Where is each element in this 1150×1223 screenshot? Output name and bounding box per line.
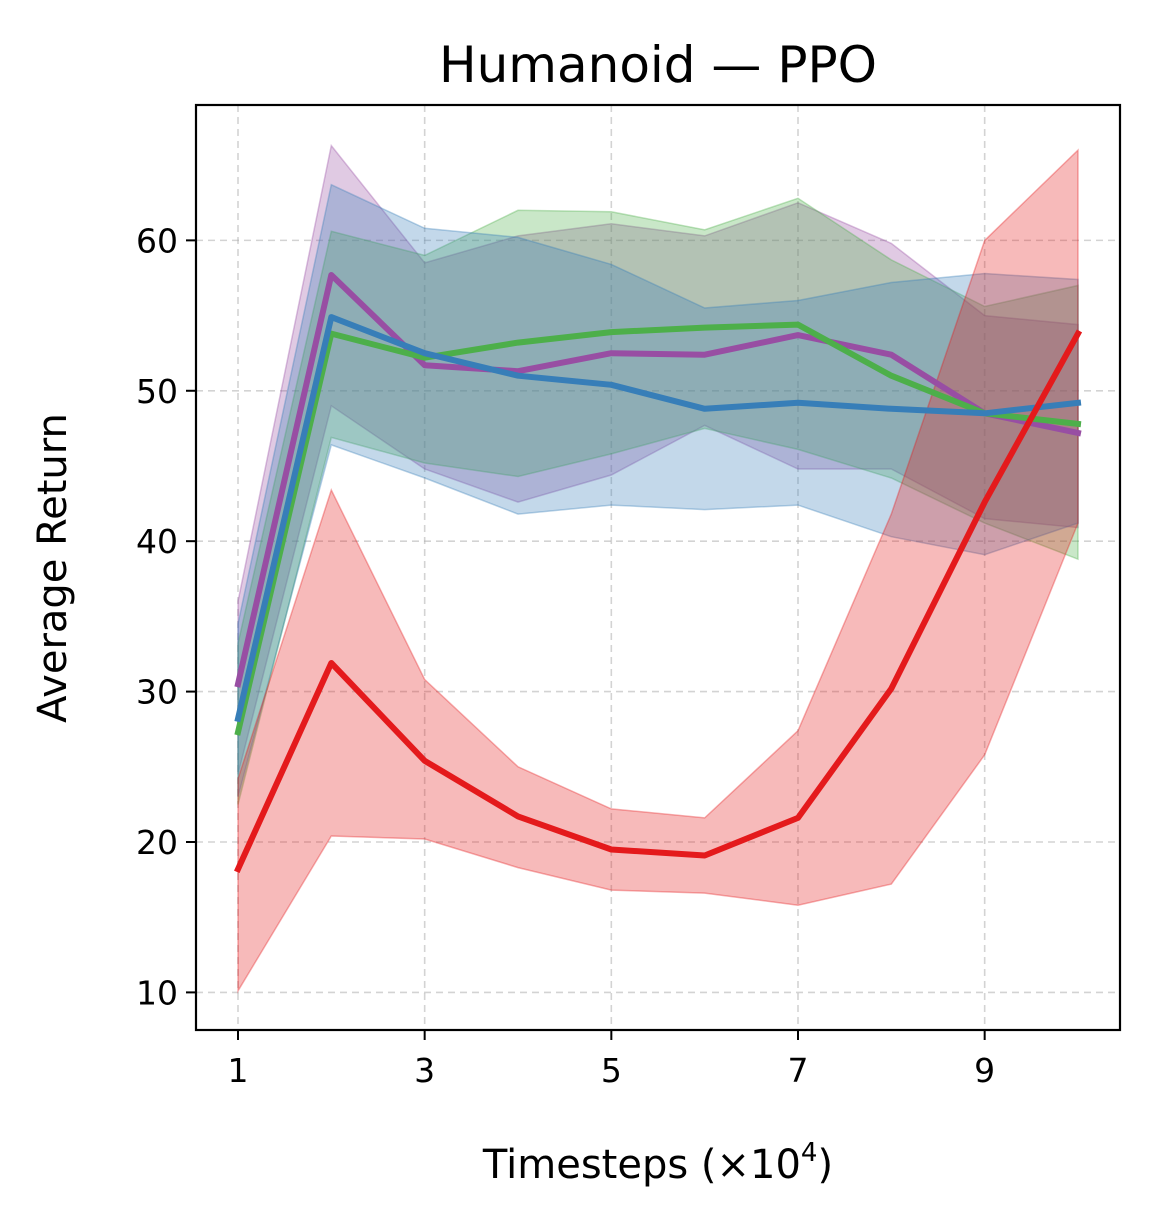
line-red — [234, 329, 1083, 874]
y-tick-label-50: 50 — [136, 372, 178, 411]
series-lines — [234, 272, 1083, 874]
x-tick-label-1: 1 — [228, 1051, 249, 1090]
x-axis-label-close: ) — [817, 1142, 833, 1188]
band-red — [237, 148, 1079, 994]
chart-title: Humanoid — PPO — [439, 36, 877, 94]
line-green — [234, 321, 1082, 736]
x-tick-label-5: 5 — [601, 1051, 622, 1090]
line-blue — [234, 314, 1082, 723]
x-axis-label-main: Timesteps (×10 — [482, 1142, 801, 1188]
x-tick-label-3: 3 — [414, 1051, 435, 1090]
band-blue — [237, 183, 1079, 798]
axis-ticks: 1 3 5 7 9 10 20 30 40 50 60 — [136, 221, 995, 1090]
y-tick-label-60: 60 — [136, 221, 178, 260]
y-tick-label-30: 30 — [136, 673, 178, 712]
y-tick-label-10: 10 — [136, 973, 178, 1012]
x-tick-label-9: 9 — [974, 1051, 995, 1090]
grid-layer — [196, 105, 1120, 1030]
y-axis-label: Average Return — [30, 413, 76, 723]
band-purple — [237, 143, 1079, 775]
line-purple — [234, 272, 1082, 688]
y-tick-label-20: 20 — [136, 823, 178, 862]
x-axis-label-superscript: 4 — [801, 1138, 818, 1168]
x-axis-label: Timesteps (×104) — [482, 1138, 833, 1188]
plot-frame — [194, 103, 1122, 1032]
y-tick-label-40: 40 — [136, 522, 178, 561]
x-tick-label-7: 7 — [788, 1051, 809, 1090]
